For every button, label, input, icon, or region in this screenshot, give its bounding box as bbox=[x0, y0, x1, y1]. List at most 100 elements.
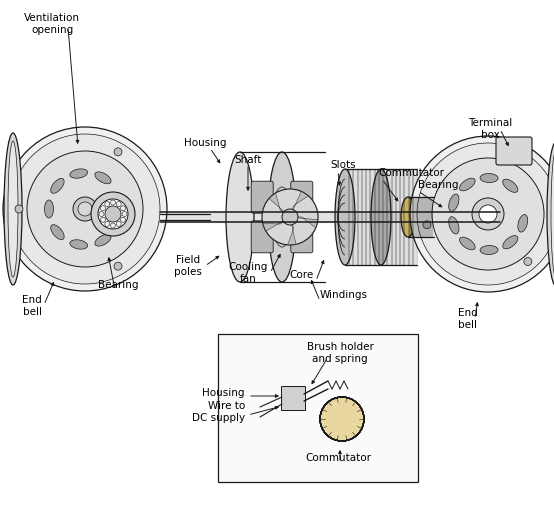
FancyBboxPatch shape bbox=[291, 221, 313, 254]
Circle shape bbox=[455, 210, 460, 214]
Ellipse shape bbox=[50, 225, 64, 240]
Text: Commutator: Commutator bbox=[378, 168, 444, 178]
Ellipse shape bbox=[50, 179, 64, 194]
Circle shape bbox=[444, 212, 456, 224]
Ellipse shape bbox=[401, 197, 415, 237]
Circle shape bbox=[114, 263, 122, 271]
Text: Core: Core bbox=[290, 270, 314, 279]
Ellipse shape bbox=[44, 200, 54, 219]
Circle shape bbox=[437, 205, 463, 231]
Ellipse shape bbox=[518, 215, 528, 233]
Circle shape bbox=[320, 397, 364, 441]
Circle shape bbox=[110, 224, 115, 229]
Text: Slots: Slots bbox=[330, 160, 356, 170]
Ellipse shape bbox=[268, 153, 296, 282]
Circle shape bbox=[122, 212, 127, 217]
Polygon shape bbox=[290, 218, 318, 228]
Polygon shape bbox=[288, 218, 296, 245]
Circle shape bbox=[120, 207, 125, 211]
Text: Commutator: Commutator bbox=[305, 452, 371, 462]
Circle shape bbox=[100, 218, 106, 223]
Circle shape bbox=[27, 152, 143, 268]
Circle shape bbox=[451, 224, 455, 229]
FancyBboxPatch shape bbox=[251, 182, 273, 214]
Polygon shape bbox=[269, 193, 290, 218]
Circle shape bbox=[100, 207, 106, 211]
Ellipse shape bbox=[226, 153, 254, 282]
Circle shape bbox=[432, 159, 544, 271]
Circle shape bbox=[110, 200, 115, 206]
Ellipse shape bbox=[272, 188, 292, 247]
Text: Housing: Housing bbox=[203, 387, 245, 397]
Ellipse shape bbox=[547, 143, 554, 286]
Polygon shape bbox=[290, 192, 309, 218]
Circle shape bbox=[91, 192, 135, 236]
Circle shape bbox=[445, 224, 449, 229]
Text: Housing: Housing bbox=[184, 138, 226, 147]
Ellipse shape bbox=[502, 236, 518, 249]
Ellipse shape bbox=[449, 217, 459, 234]
Ellipse shape bbox=[459, 179, 475, 191]
Circle shape bbox=[282, 210, 298, 226]
Ellipse shape bbox=[114, 213, 124, 230]
Circle shape bbox=[105, 202, 110, 207]
Circle shape bbox=[472, 198, 504, 231]
Circle shape bbox=[116, 202, 121, 207]
Circle shape bbox=[120, 218, 125, 223]
Ellipse shape bbox=[95, 173, 111, 184]
Circle shape bbox=[114, 148, 122, 157]
Text: Shaft: Shaft bbox=[234, 155, 261, 165]
Ellipse shape bbox=[95, 235, 111, 246]
Text: Windings: Windings bbox=[320, 289, 368, 299]
Text: Terminal
box: Terminal box bbox=[468, 118, 512, 139]
Ellipse shape bbox=[414, 197, 428, 237]
Ellipse shape bbox=[4, 134, 22, 285]
Circle shape bbox=[116, 222, 121, 227]
Circle shape bbox=[440, 221, 444, 225]
Ellipse shape bbox=[335, 170, 355, 266]
Ellipse shape bbox=[459, 238, 475, 250]
Circle shape bbox=[457, 215, 461, 220]
Text: Cooling
fan: Cooling fan bbox=[228, 262, 268, 283]
FancyBboxPatch shape bbox=[496, 138, 532, 166]
Ellipse shape bbox=[70, 170, 88, 179]
FancyBboxPatch shape bbox=[251, 221, 273, 254]
Circle shape bbox=[78, 203, 92, 217]
Text: Field
poles: Field poles bbox=[174, 255, 202, 276]
Text: Bearing: Bearing bbox=[418, 180, 459, 189]
Circle shape bbox=[73, 197, 97, 222]
Circle shape bbox=[262, 189, 318, 245]
FancyBboxPatch shape bbox=[291, 182, 313, 214]
Circle shape bbox=[423, 221, 431, 229]
Circle shape bbox=[440, 210, 444, 214]
Ellipse shape bbox=[8, 142, 18, 277]
Circle shape bbox=[431, 198, 469, 236]
Circle shape bbox=[10, 135, 160, 284]
Circle shape bbox=[455, 221, 460, 225]
Ellipse shape bbox=[502, 180, 518, 193]
Ellipse shape bbox=[70, 240, 88, 249]
Bar bbox=[218, 334, 418, 482]
Circle shape bbox=[15, 206, 23, 214]
Text: Wire to
DC supply: Wire to DC supply bbox=[192, 400, 245, 422]
FancyBboxPatch shape bbox=[281, 386, 305, 410]
Circle shape bbox=[451, 207, 455, 211]
Circle shape bbox=[445, 207, 449, 211]
Ellipse shape bbox=[480, 246, 498, 255]
Circle shape bbox=[105, 207, 121, 223]
Ellipse shape bbox=[480, 174, 498, 183]
Circle shape bbox=[410, 137, 554, 292]
Text: End
bell: End bell bbox=[458, 308, 478, 329]
Circle shape bbox=[105, 222, 110, 227]
Circle shape bbox=[524, 258, 532, 266]
Ellipse shape bbox=[371, 170, 391, 266]
Circle shape bbox=[479, 206, 497, 224]
Circle shape bbox=[505, 153, 513, 161]
Circle shape bbox=[99, 212, 104, 217]
Text: Bearing: Bearing bbox=[98, 279, 138, 289]
Circle shape bbox=[438, 215, 443, 220]
Text: Brush holder
and spring: Brush holder and spring bbox=[306, 341, 373, 363]
Circle shape bbox=[417, 144, 554, 285]
Ellipse shape bbox=[449, 194, 459, 212]
Text: End
bell: End bell bbox=[22, 294, 42, 316]
